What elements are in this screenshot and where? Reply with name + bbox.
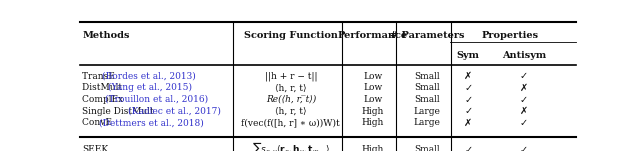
Text: DistMult: DistMult: [83, 83, 125, 92]
Text: Large: Large: [414, 107, 440, 116]
Text: Large: Large: [414, 118, 440, 127]
Text: Single DistMult: Single DistMult: [83, 107, 157, 116]
Text: High: High: [362, 107, 384, 116]
Text: ✓: ✓: [464, 106, 472, 116]
Text: (Dettmers et al., 2018): (Dettmers et al., 2018): [99, 118, 204, 127]
Text: ✓: ✓: [520, 95, 528, 104]
Text: Scoring Function: Scoring Function: [244, 31, 338, 40]
Text: Methods: Methods: [83, 31, 130, 40]
Text: # Parameters: # Parameters: [390, 31, 465, 40]
Text: ✗: ✗: [520, 83, 528, 93]
Text: ✗: ✗: [464, 71, 472, 81]
Text: TransE: TransE: [83, 72, 118, 81]
Text: High: High: [362, 145, 384, 151]
Text: ||h + r − t||: ||h + r − t||: [264, 72, 317, 81]
Text: ✗: ✗: [464, 118, 472, 128]
Text: Low: Low: [363, 95, 382, 104]
Text: (Kadlec et al., 2017): (Kadlec et al., 2017): [128, 107, 221, 116]
Text: ComplEx: ComplEx: [83, 95, 127, 104]
Text: (Trouillon et al., 2016): (Trouillon et al., 2016): [105, 95, 208, 104]
Text: f(vec(f([h, r] ∗ ω))W)t: f(vec(f([h, r] ∗ ω))W)t: [241, 118, 340, 127]
Text: Sym: Sym: [456, 51, 479, 60]
Text: Re(⟨h, r, ̅t⟩): Re(⟨h, r, ̅t⟩): [266, 95, 316, 104]
Text: ✗: ✗: [520, 106, 528, 116]
Text: Low: Low: [363, 72, 382, 81]
Text: Properties: Properties: [482, 31, 539, 40]
Text: ⟨h, r, t⟩: ⟨h, r, t⟩: [275, 107, 307, 116]
Text: (Yang et al., 2015): (Yang et al., 2015): [108, 83, 192, 92]
Text: Low: Low: [363, 83, 382, 92]
Text: ✓: ✓: [464, 145, 472, 151]
Text: Small: Small: [414, 145, 440, 151]
Text: ✓: ✓: [464, 95, 472, 104]
Text: $\sum s_{x,y}\langle \mathbf{r}_x, \mathbf{h}_y, \mathbf{t}_{w_{x,y}}\rangle$: $\sum s_{x,y}\langle \mathbf{r}_x, \math…: [252, 141, 330, 151]
Text: ✓: ✓: [520, 145, 528, 151]
Text: High: High: [362, 118, 384, 127]
Text: Small: Small: [414, 72, 440, 81]
Text: ⟨h, r, t⟩: ⟨h, r, t⟩: [275, 83, 307, 92]
Text: Small: Small: [414, 83, 440, 92]
Text: (Bordes et al., 2013): (Bordes et al., 2013): [102, 72, 196, 81]
Text: ✓: ✓: [520, 71, 528, 81]
Text: Performance: Performance: [337, 31, 408, 40]
Text: SEEK: SEEK: [83, 145, 109, 151]
Text: ✓: ✓: [464, 83, 472, 93]
Text: Antisym: Antisym: [502, 51, 546, 60]
Text: ✓: ✓: [520, 118, 528, 128]
Text: Small: Small: [414, 95, 440, 104]
Text: ConvE: ConvE: [83, 118, 115, 127]
